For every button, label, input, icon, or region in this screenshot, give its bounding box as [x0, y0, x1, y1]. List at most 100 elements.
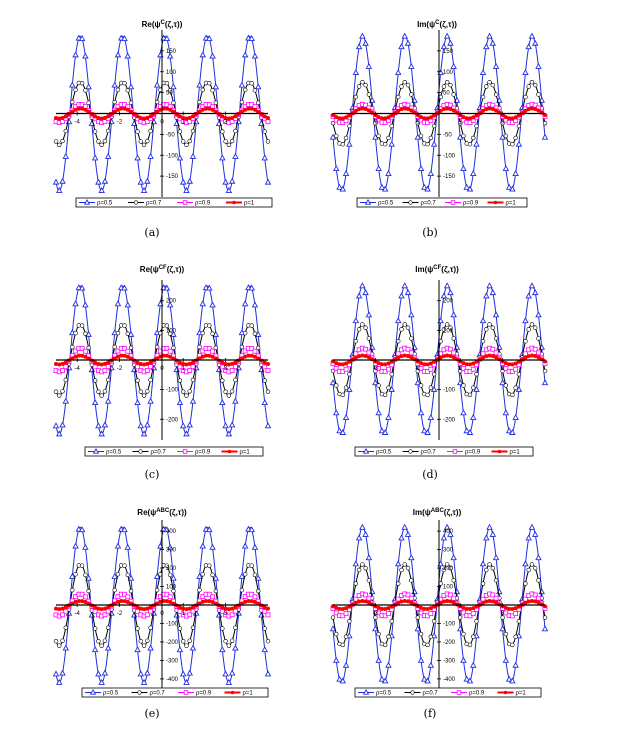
- dot-marker: [503, 605, 508, 610]
- circle-marker: [79, 563, 85, 568]
- triangle-marker: [111, 81, 118, 88]
- triangle-marker: [372, 625, 379, 632]
- square-marker: [122, 591, 127, 597]
- circle-marker: [70, 99, 75, 105]
- circle-marker: [148, 128, 153, 134]
- circle-marker: [386, 634, 391, 639]
- circle-marker: [510, 142, 515, 147]
- triangle-marker: [186, 421, 193, 428]
- dot-marker: [89, 112, 94, 117]
- triangle-marker: [483, 534, 490, 541]
- square-marker: [105, 608, 111, 614]
- triangle-marker: [101, 669, 109, 676]
- square-marker: [265, 368, 271, 373]
- circle-marker: [207, 80, 212, 86]
- circle-marker: [529, 562, 535, 567]
- circle-marker: [112, 344, 117, 350]
- circle-marker: [96, 639, 101, 644]
- x-tick-label: 0: [160, 611, 164, 617]
- x-tick-label: 1: [459, 120, 463, 126]
- y-tick-label: -200: [443, 417, 456, 423]
- triangle-marker: [417, 165, 425, 172]
- triangle-marker: [362, 530, 369, 537]
- y-tick-label: 150: [166, 49, 177, 55]
- circle-marker: [125, 572, 130, 578]
- triangle-marker: [196, 572, 203, 579]
- triangle-marker: [486, 32, 493, 39]
- triangle-marker: [95, 670, 102, 677]
- dot-marker: [73, 599, 78, 604]
- dot-marker: [266, 606, 270, 611]
- square-marker: [490, 346, 496, 352]
- triangle-marker: [121, 284, 128, 291]
- triangle-marker: [225, 430, 233, 437]
- triangle-marker: [408, 311, 415, 318]
- dot-marker: [334, 605, 339, 610]
- dot-marker: [523, 355, 528, 360]
- y-tick-label: -100: [166, 621, 179, 627]
- square-marker: [190, 364, 196, 370]
- circle-marker: [425, 142, 430, 147]
- dot-marker: [220, 605, 225, 610]
- triangle-marker: [144, 669, 151, 676]
- y-tick-label: 100: [443, 585, 454, 591]
- square-marker: [164, 346, 170, 351]
- y-tick-label: -150: [443, 174, 456, 180]
- legend-label: ρ=0.9: [195, 450, 211, 456]
- triangle-marker: [463, 183, 470, 190]
- dot-marker: [204, 599, 209, 604]
- dot-marker: [256, 109, 261, 114]
- dot-marker: [507, 606, 512, 611]
- circle-marker: [249, 563, 254, 568]
- triangle-marker: [241, 51, 249, 58]
- circle-marker: [448, 82, 453, 88]
- y-tick-label: -100: [166, 153, 179, 159]
- dot-marker: [461, 361, 466, 366]
- circle-marker: [233, 377, 238, 383]
- dot-marker: [386, 606, 391, 611]
- dot-marker: [389, 113, 394, 118]
- triangle-marker: [170, 574, 177, 581]
- circle-marker: [63, 128, 68, 134]
- dot-marker: [363, 353, 368, 358]
- square-marker: [408, 595, 414, 601]
- square-marker: [144, 368, 150, 373]
- circle-marker: [484, 84, 489, 89]
- circle-marker: [343, 135, 349, 141]
- square-marker: [242, 348, 248, 354]
- triangle-marker: [424, 677, 431, 684]
- triangle-marker: [222, 670, 229, 677]
- dot-marker: [409, 355, 414, 360]
- circle-marker: [529, 80, 535, 85]
- triangle-marker: [163, 34, 171, 41]
- dot-marker: [115, 599, 120, 604]
- dot-marker: [200, 107, 205, 112]
- dot-marker: [158, 354, 163, 359]
- dot-marker: [481, 600, 486, 605]
- dot-marker: [76, 106, 81, 111]
- legend-marker: [182, 200, 188, 205]
- dot-marker: [432, 113, 437, 118]
- triangle-marker: [483, 292, 490, 299]
- dot-marker: [86, 109, 91, 114]
- triangle-marker: [469, 661, 477, 668]
- dot-marker: [533, 106, 538, 111]
- triangle-marker: [463, 675, 470, 682]
- dot-marker: [389, 359, 394, 364]
- circle-marker: [229, 138, 235, 144]
- square-marker: [63, 364, 69, 370]
- dot-marker: [184, 607, 189, 612]
- legend-marker: [493, 200, 498, 205]
- square-marker: [82, 348, 88, 354]
- x-tick-label: 0: [160, 120, 164, 126]
- panel-caption: (d): [422, 468, 438, 481]
- triangle-marker: [440, 534, 448, 541]
- circle-marker: [382, 642, 388, 648]
- circle-marker: [233, 128, 238, 134]
- circle-marker: [73, 572, 78, 577]
- dot-marker: [60, 115, 65, 120]
- square-marker: [513, 611, 519, 617]
- dot-marker: [181, 115, 186, 120]
- circle-marker: [141, 643, 147, 648]
